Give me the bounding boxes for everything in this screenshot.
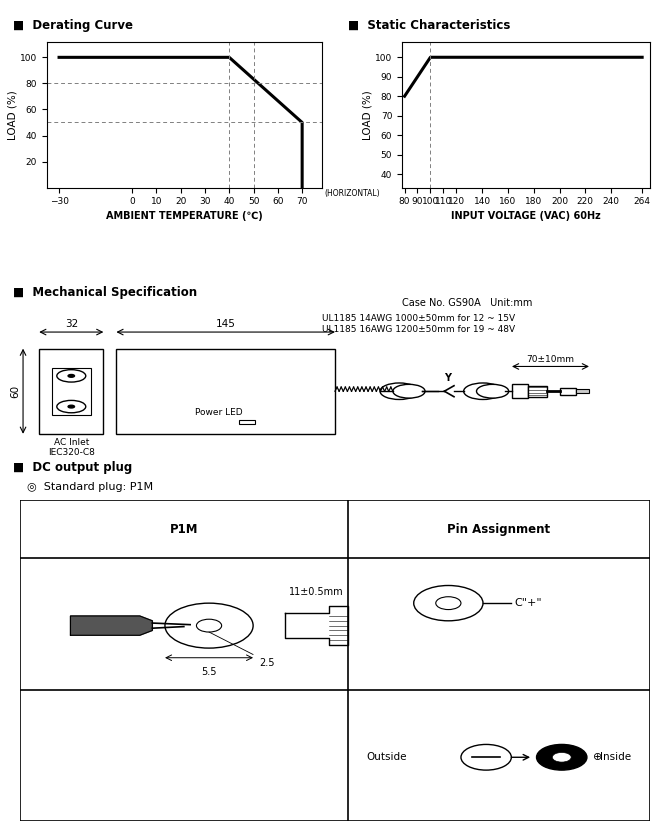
Text: 70±10mm: 70±10mm [527, 354, 574, 364]
Text: ■  DC output plug: ■ DC output plug [13, 461, 133, 475]
Circle shape [165, 603, 253, 648]
Text: 5.5: 5.5 [201, 667, 217, 677]
Text: Outside: Outside [366, 752, 407, 762]
Bar [239, 420, 255, 425]
X-axis label: INPUT VOLTAGE (VAC) 60Hz: INPUT VOLTAGE (VAC) 60Hz [451, 210, 601, 220]
Circle shape [393, 384, 425, 398]
Text: UL1185 14AWG 1000±50mm for 12 ~ 15V: UL1185 14AWG 1000±50mm for 12 ~ 15V [322, 314, 515, 323]
Text: ⊕: ⊕ [593, 752, 602, 762]
Text: 145: 145 [216, 319, 236, 329]
Bar [512, 384, 528, 398]
Text: 32: 32 [65, 319, 78, 329]
Bar [117, 349, 335, 434]
Circle shape [537, 745, 587, 770]
Text: Y: Y [444, 373, 451, 383]
Text: C"+": C"+" [515, 598, 542, 608]
Circle shape [464, 383, 502, 399]
Text: ■  Mechanical Specification: ■ Mechanical Specification [13, 286, 198, 299]
Bar [560, 388, 576, 394]
Text: ■  Derating Curve: ■ Derating Curve [13, 19, 133, 33]
Text: 2.5: 2.5 [259, 658, 275, 668]
Circle shape [57, 369, 86, 382]
Text: UL1185 16AWG 1200±50mm for 19 ~ 48V: UL1185 16AWG 1200±50mm for 19 ~ 48V [322, 325, 515, 334]
Circle shape [57, 400, 86, 413]
Text: 11±0.5mm: 11±0.5mm [289, 587, 344, 597]
Text: ■  Static Characteristics: ■ Static Characteristics [348, 19, 511, 33]
Text: Case No. GS90A   Unit:mm: Case No. GS90A Unit:mm [402, 298, 533, 308]
Polygon shape [70, 616, 152, 636]
Bar [576, 389, 589, 394]
Y-axis label: LOAD (%): LOAD (%) [7, 90, 17, 139]
Bar [52, 368, 90, 414]
Bar [528, 385, 547, 397]
Circle shape [68, 405, 74, 408]
X-axis label: AMBIENT TEMPERATURE (℃): AMBIENT TEMPERATURE (℃) [106, 210, 263, 220]
Circle shape [413, 585, 483, 620]
Circle shape [461, 745, 511, 770]
Bar [39, 349, 103, 434]
Circle shape [476, 384, 509, 398]
Text: Inside: Inside [600, 752, 631, 762]
Text: (HORIZONTAL): (HORIZONTAL) [324, 189, 380, 198]
Text: Pin Assignment: Pin Assignment [447, 523, 550, 535]
Circle shape [552, 752, 572, 762]
Text: 60: 60 [10, 384, 20, 398]
Text: P1M: P1M [170, 523, 198, 535]
Y-axis label: LOAD (%): LOAD (%) [362, 90, 373, 139]
Text: Power LED: Power LED [196, 409, 243, 417]
Text: AC Inlet
IEC320-C8: AC Inlet IEC320-C8 [48, 438, 94, 457]
Circle shape [68, 374, 74, 377]
Text: ◎  Standard plug: P1M: ◎ Standard plug: P1M [27, 481, 153, 491]
Circle shape [436, 597, 461, 610]
Circle shape [196, 619, 222, 632]
Circle shape [380, 383, 419, 399]
